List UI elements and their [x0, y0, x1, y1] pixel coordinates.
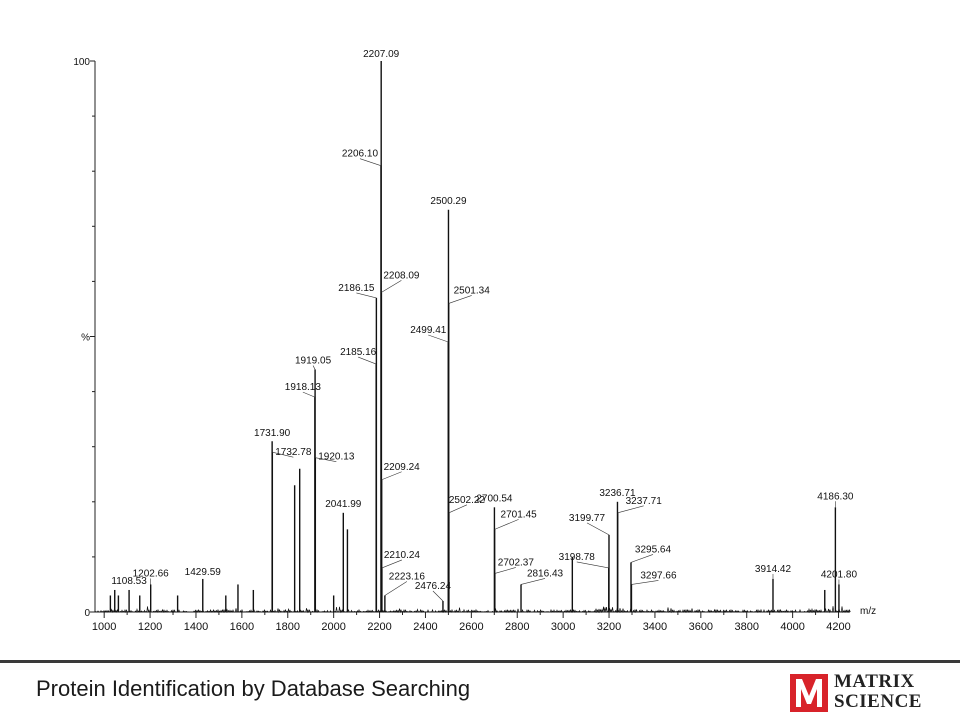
mass-spectrum-chart: 0% 100 1000 1200 1400 1600 1800 2000 2200 2400 26… — [73, 49, 876, 633]
x-axis: 1000 1200 1400 1600 1800 2000 2200 2400 2600 2800… — [92, 611, 851, 633]
peak-label: 3199.77 — [569, 513, 606, 524]
peak-label: 2041.99 — [325, 499, 362, 510]
peak-label: 3236.71 — [599, 488, 636, 499]
logo-wordmark: MATRIX SCIENCE — [834, 672, 922, 712]
peak-leader — [315, 457, 337, 463]
y-tick-label: 100 — [73, 57, 90, 68]
x-tick-label: 1000 — [92, 621, 116, 633]
peak-leader — [432, 590, 444, 602]
peak-label: 1919.05 — [295, 356, 332, 367]
peak-label: 3914.42 — [755, 564, 792, 575]
x-tick-label: 3200 — [597, 621, 621, 633]
peak-leader — [358, 356, 377, 365]
peak-label: 2207.09 — [363, 49, 400, 60]
baseline-noise — [94, 606, 851, 614]
peak-label: 3198.78 — [559, 552, 596, 563]
peak-label: 3297.66 — [640, 570, 677, 581]
footer-divider — [0, 660, 960, 663]
peak-leader — [631, 580, 659, 585]
peak-label: 1108.53 — [111, 576, 147, 587]
x-tick-label: 2000 — [321, 621, 345, 633]
peak-leader — [520, 578, 546, 585]
footer-title: Protein Identification by Database Searc… — [36, 676, 471, 701]
peak-label: 4201.80 — [821, 569, 858, 580]
x-tick-label: 1200 — [138, 621, 162, 633]
peak-label: 1202.66 — [133, 568, 170, 579]
x-axis-title: m/z — [860, 606, 876, 617]
matrix-science-logo-icon — [790, 674, 828, 712]
peak-label: 2501.34 — [454, 285, 491, 296]
x-tick-label: 4200 — [826, 621, 850, 633]
peak-label: 3295.64 — [635, 544, 672, 555]
matrix-science-logo: MATRIX SCIENCE — [790, 672, 940, 716]
peak-leader — [576, 561, 609, 569]
noise-trace — [94, 606, 851, 614]
peak-leader — [312, 365, 316, 370]
x-tick-label: 1800 — [276, 621, 300, 633]
peak-leader — [494, 519, 519, 530]
peak-leader — [272, 451, 294, 458]
peak-leader — [448, 504, 468, 514]
x-tick-label: 2800 — [505, 621, 529, 633]
y-axis: 0% 100 — [73, 57, 96, 619]
peak-leader — [630, 554, 654, 563]
peak-label: 2816.43 — [527, 568, 564, 579]
peak-label: 2185.16 — [340, 347, 377, 358]
peak-label: 2502.22 — [449, 495, 486, 506]
peak-label: 1732.78 — [275, 447, 312, 458]
x-tick-label: 3400 — [643, 621, 667, 633]
peak-label: 2206.10 — [342, 149, 379, 160]
x-tick-label: 1600 — [230, 621, 254, 633]
peak-label: 2209.24 — [384, 462, 421, 473]
x-tick-label: 2400 — [413, 621, 437, 633]
peak-leader — [356, 292, 377, 299]
peak-leader — [494, 567, 516, 574]
x-tick-label: 3600 — [689, 621, 713, 633]
peak-label: 1429.59 — [185, 567, 222, 578]
peak-label: 2701.45 — [501, 509, 538, 520]
peak-leader — [428, 334, 449, 343]
peak-label: 2499.41 — [410, 325, 447, 336]
peak-label: 2500.29 — [430, 196, 467, 207]
y-tick-label: % — [81, 333, 90, 344]
peak-label: 2700.54 — [476, 493, 513, 504]
peak-leader — [617, 505, 644, 514]
peaks — [109, 61, 840, 612]
x-tick-label: 4000 — [780, 621, 804, 633]
logo-line-2: SCIENCE — [834, 691, 922, 712]
x-tick-label: 1400 — [184, 621, 208, 633]
peak-label: 2223.16 — [389, 571, 426, 582]
x-tick-label: 2200 — [367, 621, 391, 633]
peak-label: 1920.13 — [318, 452, 355, 463]
peak-label: 4186.30 — [817, 491, 854, 502]
x-tick-label: 2600 — [459, 621, 483, 633]
peak-leader — [302, 391, 315, 398]
peak-label: 2208.09 — [383, 270, 420, 281]
x-tick-label: 3800 — [734, 621, 758, 633]
peak-leader — [586, 522, 610, 536]
peak-label: 2702.37 — [498, 557, 535, 568]
peak-label: 2210.24 — [384, 550, 421, 561]
x-tick-label: 3000 — [551, 621, 575, 633]
y-tick-label: 0 — [84, 608, 90, 619]
peak-leader — [384, 581, 408, 596]
peak-leader — [381, 471, 402, 481]
peak-label: 2186.15 — [338, 283, 375, 294]
peak-label: 3237.71 — [626, 496, 663, 507]
peak-leader — [381, 559, 403, 569]
peak-leader — [381, 280, 402, 293]
peak-label: 1918.13 — [285, 382, 322, 393]
peak-label: 1731.90 — [254, 428, 291, 439]
logo-line-1: MATRIX — [834, 671, 915, 692]
peak-label: 2476.24 — [415, 581, 452, 592]
peak-leader — [448, 295, 472, 304]
peak-leader — [359, 158, 382, 166]
